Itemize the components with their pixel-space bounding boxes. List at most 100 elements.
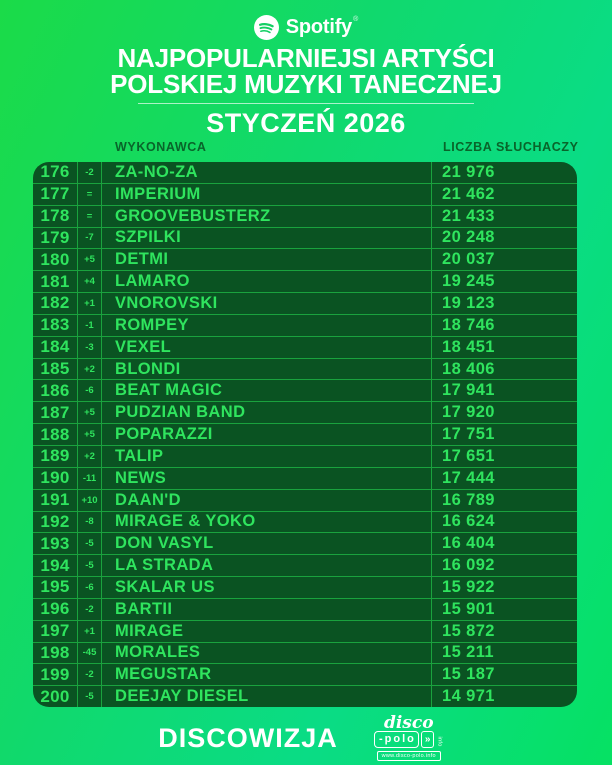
change-cell: +5 [78, 424, 102, 445]
listeners-cell: 16 789 [442, 490, 495, 509]
listeners-cell: 15 922 [442, 577, 495, 596]
listeners-cell: 15 901 [442, 599, 495, 618]
listeners-cell: 18 451 [442, 337, 495, 356]
artist-cell: POPARAZZI [102, 424, 432, 445]
listeners-cell: 17 444 [442, 468, 495, 487]
change-cell: -2 [78, 664, 102, 686]
artist-cell: MIRAGE [102, 620, 432, 642]
change-cell: = [78, 183, 102, 205]
artist-cell: MIRAGE & YOKO [102, 511, 432, 533]
disco-polo-chevrons-icon: » [420, 731, 435, 748]
rank-cell: 191 [33, 489, 78, 511]
rank-cell: 200 [33, 686, 78, 707]
disco-polo-box-text: -polo [374, 731, 419, 748]
change-cell: -5 [78, 533, 102, 555]
artist-cell: LA STRADA [102, 555, 432, 577]
table-row: 200 -5 DEEJAY DIESEL 14 971 [33, 685, 577, 707]
listeners-cell: 16 404 [442, 534, 495, 553]
rank-cell: 176 [33, 162, 78, 183]
listeners-cell: 17 941 [442, 381, 495, 400]
change-cell: +2 [78, 445, 102, 467]
artist-cell: VNOROVSKI [102, 293, 432, 314]
ranking-table: 176 -2 ZA-NO-ZA 21 976 177 = IMPERIUM 21… [33, 162, 577, 707]
rank-cell: 180 [33, 249, 78, 271]
disco-polo-logo: disco -polo » info www.disco-polo.info [364, 715, 454, 761]
rank-cell: 190 [33, 467, 78, 489]
table-row: 192 -8 MIRAGE & YOKO 16 624 [33, 510, 577, 533]
rank-cell: 186 [33, 380, 78, 402]
table-row: 187 +5 PUDZIAN BAND 17 920 [33, 401, 577, 424]
rank-cell: 179 [33, 227, 78, 249]
listeners-cell: 21 433 [442, 206, 495, 225]
change-cell: -8 [78, 511, 102, 533]
period-subtitle: STYCZEŃ 2026 [206, 108, 406, 138]
artist-cell: PUDZIAN BAND [102, 402, 432, 424]
rank-cell: 193 [33, 533, 78, 555]
table-row: 196 -2 BARTII 15 901 [33, 597, 577, 620]
table-row: 177 = IMPERIUM 21 462 [33, 182, 577, 205]
artist-cell: DAAN'D [102, 489, 432, 511]
registered-mark: ® [353, 15, 359, 23]
listeners-cell: 17 920 [442, 403, 495, 422]
table-row: 185 +2 BLONDI 18 406 [33, 357, 577, 380]
rank-cell: 185 [33, 358, 78, 380]
change-cell: +2 [78, 358, 102, 380]
change-cell: -2 [78, 598, 102, 620]
change-cell: -5 [78, 686, 102, 707]
artist-cell: GROOVEBUSTERZ [102, 205, 432, 227]
listeners-cell: 19 123 [442, 293, 495, 312]
rank-cell: 197 [33, 620, 78, 642]
listeners-cell: 14 971 [442, 687, 495, 706]
table-row: 190 -11 NEWS 17 444 [33, 466, 577, 489]
table-row: 182 +1 VNOROVSKI 19 123 [33, 292, 577, 314]
spotify-icon [253, 14, 279, 40]
listeners-cell: 21 976 [442, 162, 495, 181]
listeners-cell: 18 746 [442, 315, 495, 334]
artist-cell: SZPILKI [102, 227, 432, 249]
change-cell: -2 [78, 162, 102, 183]
table-row: 184 -3 VEXEL 18 451 [33, 335, 577, 358]
disco-polo-url: www.disco-polo.info [376, 751, 441, 761]
rank-cell: 196 [33, 598, 78, 620]
change-cell: +1 [78, 620, 102, 642]
artist-cell: ZA-NO-ZA [102, 162, 432, 183]
column-headers: WYKONAWCA LICZBA SŁUCHACZY [0, 140, 612, 156]
table-row: 183 -1 ROMPEY 18 746 [33, 313, 577, 336]
artist-cell: IMPERIUM [102, 183, 432, 205]
table-row: 191 +10 DAAN'D 16 789 [33, 488, 577, 511]
listeners-cell: 15 187 [442, 665, 495, 684]
rank-cell: 184 [33, 336, 78, 358]
change-cell: +10 [78, 489, 102, 511]
artist-cell: MORALES [102, 642, 432, 664]
listeners-cell: 19 245 [442, 272, 495, 291]
table-row: 193 -5 DON VASYL 16 404 [33, 532, 577, 555]
rank-cell: 199 [33, 664, 78, 686]
rank-cell: 183 [33, 314, 78, 336]
change-cell: -6 [78, 577, 102, 598]
column-header-listeners: LICZBA SŁUCHACZY [443, 140, 579, 154]
listeners-cell: 20 248 [442, 228, 495, 247]
artist-cell: SKALAR US [102, 577, 432, 598]
column-header-artist: WYKONAWCA [115, 140, 207, 154]
table-row: 186 -6 BEAT MAGIC 17 941 [33, 379, 577, 402]
title-line2: POLSKIEJ MUZYKI TANECZNEJ [110, 68, 502, 99]
artist-cell: BLONDI [102, 358, 432, 380]
listeners-cell: 21 462 [442, 184, 495, 203]
table-row: 194 -5 LA STRADA 16 092 [33, 554, 577, 577]
artist-cell: NEWS [102, 467, 432, 489]
rank-cell: 194 [33, 555, 78, 577]
discowizja-logo: DISCOWIZJA [158, 723, 338, 753]
rank-cell: 189 [33, 445, 78, 467]
listeners-cell: 15 872 [442, 621, 495, 640]
artist-cell: MEGUSTAR [102, 664, 432, 686]
rank-cell: 198 [33, 642, 78, 664]
title-divider [138, 103, 474, 104]
artist-cell: DEEJAY DIESEL [102, 686, 432, 707]
table-row: 189 +2 TALIP 17 651 [33, 444, 577, 467]
rank-cell: 178 [33, 205, 78, 227]
rank-cell: 188 [33, 424, 78, 445]
rank-cell: 195 [33, 577, 78, 598]
listeners-cell: 15 211 [442, 643, 494, 662]
table-row: 188 +5 POPARAZZI 17 751 [33, 423, 577, 445]
table-row: 195 -6 SKALAR US 15 922 [33, 576, 577, 598]
